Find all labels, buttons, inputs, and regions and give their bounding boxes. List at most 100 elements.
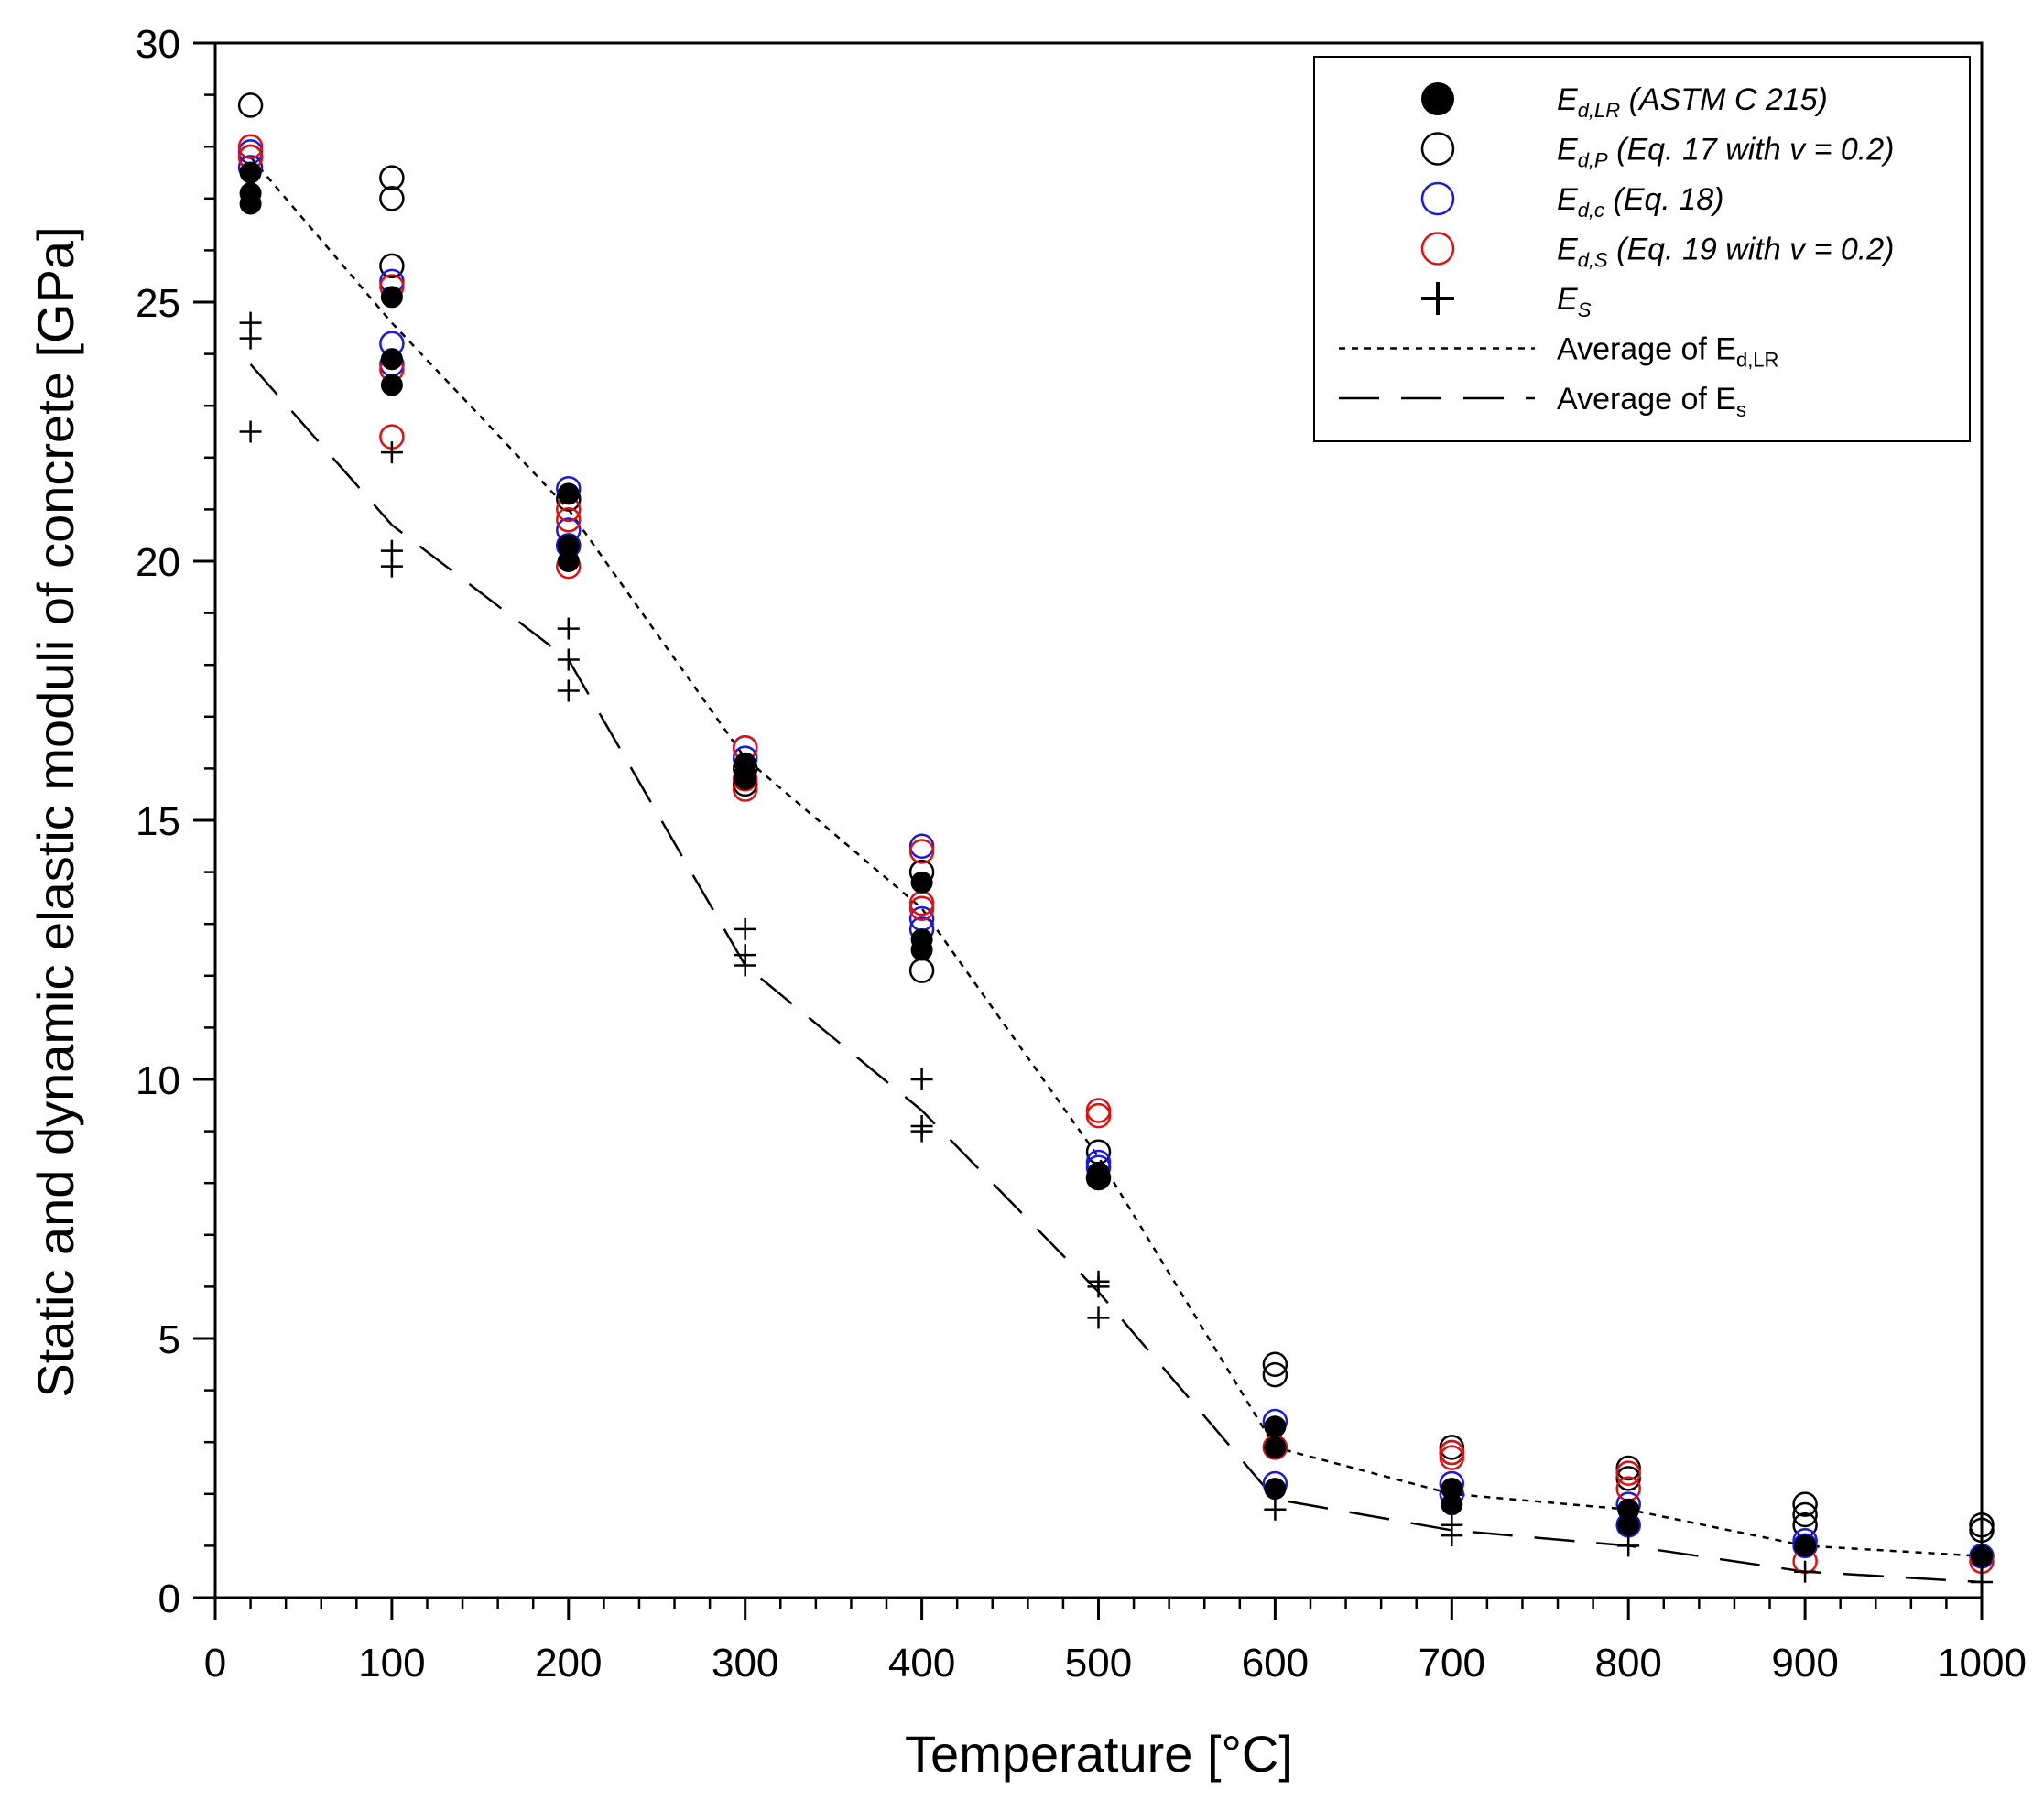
data-point [1792,1501,1818,1528]
data-point [380,374,403,396]
legend-label-main: Average of E [1557,382,1736,417]
legend-label-sub: d,LR [1578,99,1621,122]
data-point [1085,1102,1112,1129]
data-point [908,833,935,860]
legend-label-main: E [1557,282,1578,317]
data-point [1794,1560,1817,1583]
y-axis-title: Static and dynamic elastic moduli of con… [27,226,84,1397]
x-tick-label: 200 [535,1641,602,1685]
data-point [1262,1351,1288,1378]
legend-label-main: E [1557,233,1578,267]
data-point [1087,1275,1110,1298]
data-point [557,617,580,640]
legend-label-main: E [1557,182,1578,217]
data-point [379,253,405,279]
legend-symbol [1421,82,1454,115]
data-point [1441,1493,1463,1516]
legend-label-main: Average of E [1557,332,1736,367]
series-0 [239,161,1993,1567]
data-point [557,648,580,671]
data-point [1264,1498,1287,1521]
legend-symbol [1421,282,1454,315]
data-point [380,555,403,578]
legend-label-sub: d,LR [1736,349,1778,372]
x-tick-label: 400 [888,1641,955,1685]
data-point [239,420,262,443]
y-tick-label: 10 [136,1058,180,1103]
x-tick-label: 800 [1594,1641,1661,1685]
x-tick-label: 100 [358,1641,425,1685]
legend-label: Ed,LR (ASTM C 215) [1557,82,1828,122]
data-point [908,895,935,921]
average-line-1 [249,363,1983,1584]
data-point [1617,1513,1640,1536]
data-point [557,482,580,505]
x-tick-label: 1000 [1937,1641,2027,1685]
x-tick-label: 500 [1065,1641,1132,1685]
legend-label: Average of Ed,LR [1557,332,1778,372]
data-point [379,165,405,190]
x-tick-label: 600 [1242,1641,1309,1685]
legend-label-sub: d,S [1578,249,1608,272]
data-point [1792,1491,1818,1517]
x-axis-title: Temperature [°C] [905,1725,1293,1783]
x-tick-label: 300 [712,1641,778,1685]
data-point [1087,1306,1110,1329]
legend-label: Ed,S (Eq. 19 with v = 0.2) [1557,233,1894,272]
data-point [1617,1534,1640,1557]
data-point [908,890,935,916]
data-point [1264,1436,1287,1458]
data-point [1264,1415,1287,1438]
data-point [556,506,582,533]
legend-box [1313,56,1971,442]
data-point [239,327,262,350]
data-point [380,348,403,371]
data-point [237,134,264,159]
data-point [908,958,935,983]
y-tick-label: 20 [136,540,180,585]
x-tick-label: 700 [1419,1641,1485,1685]
legend-label: Ed,c (Eq. 18) [1557,182,1723,222]
legend-symbol [1420,232,1455,266]
data-point [910,938,933,961]
data-point [1615,1460,1641,1486]
legend: Ed,LR (ASTM C 215)Ed,P (Eq. 17 with v = … [1313,56,1971,442]
data-point [734,767,756,790]
data-point [1439,1439,1465,1466]
average-line-0 [249,156,1983,1557]
data-point [1441,1524,1463,1547]
legend-label-main: E [1557,133,1578,168]
legend-label: ES [1557,282,1592,321]
data-point [557,679,580,702]
y-tick-label: 30 [136,22,180,67]
x-tick-label: 0 [204,1641,226,1685]
data-point [380,441,403,464]
data-point [1439,1445,1465,1470]
legend-label-rest: (Eq. 19 with v = 0.2) [1608,233,1895,267]
legend-label-sub: d,P [1578,149,1608,172]
legend-symbol [1420,132,1455,166]
y-tick-label: 5 [158,1317,180,1362]
data-point [380,286,403,309]
legend-label-sub: s [1736,398,1746,421]
data-point [734,917,756,940]
legend-label: Average of Es [1557,382,1746,421]
data-point [910,871,933,894]
data-point [237,92,264,118]
legend-label-rest: (Eq. 18) [1604,182,1723,217]
data-point [910,1120,933,1143]
data-point [239,161,262,184]
y-tick-label: 0 [158,1577,180,1621]
data-point [1262,1361,1288,1388]
y-tick-label: 25 [136,281,180,326]
legend-label-rest: (Eq. 17 with v = 0.2) [1608,133,1895,168]
y-tick-label: 15 [136,799,180,844]
data-point [1264,1478,1287,1501]
x-tick-label: 900 [1771,1641,1838,1685]
legend-label-rest: (ASTM C 215) [1620,82,1828,117]
legend-symbol [1420,181,1455,216]
legend-label-main: E [1557,82,1578,117]
data-point [910,1068,933,1090]
data-point [1794,1534,1817,1557]
